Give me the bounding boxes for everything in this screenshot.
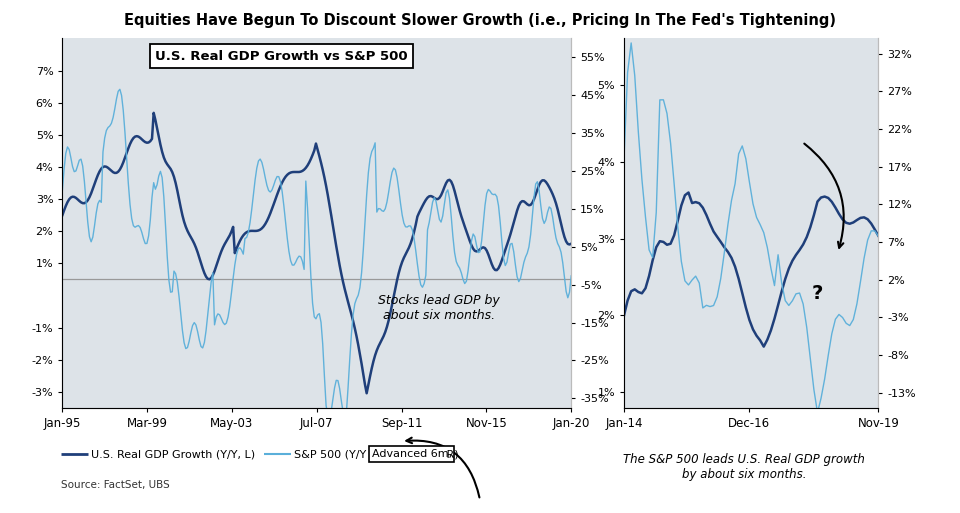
- Text: The S&P 500 leads U.S. Real GDP growth
by about six months.: The S&P 500 leads U.S. Real GDP growth b…: [623, 453, 865, 481]
- Text: U.S. Real GDP Growth vs S&P 500: U.S. Real GDP Growth vs S&P 500: [155, 50, 407, 63]
- Text: U.S. Real GDP Growth (Y/Y, L): U.S. Real GDP Growth (Y/Y, L): [91, 449, 255, 459]
- Text: Stocks lead GDP by
about six months.: Stocks lead GDP by about six months.: [378, 294, 500, 322]
- Text: R): R): [443, 449, 458, 459]
- Text: Source: FactSet, UBS: Source: FactSet, UBS: [61, 480, 170, 490]
- Text: S&P 500 (Y/Y: S&P 500 (Y/Y: [294, 449, 370, 459]
- Text: Advanced 6m,: Advanced 6m,: [372, 449, 451, 459]
- Text: ?: ?: [811, 284, 823, 303]
- Text: Equities Have Begun To Discount Slower Growth (i.e., Pricing In The Fed's Tighte: Equities Have Begun To Discount Slower G…: [124, 13, 836, 28]
